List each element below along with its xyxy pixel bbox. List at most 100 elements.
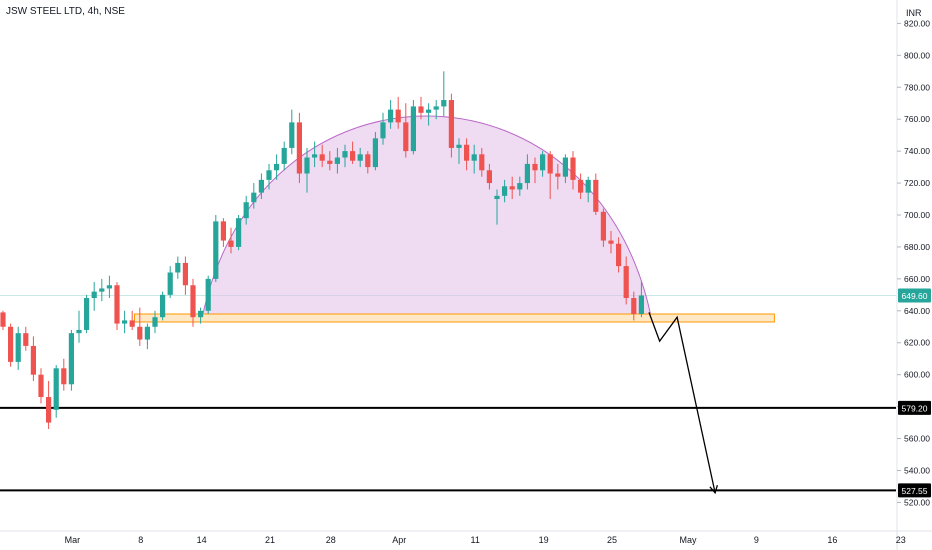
candle: [258, 173, 264, 200]
price-tick-label: 620.00: [904, 338, 930, 348]
currency-label: INR: [906, 8, 922, 18]
level-price-tag-0-bg: [898, 400, 931, 415]
candle: [190, 278, 196, 327]
candle-body: [304, 157, 310, 174]
candle: [388, 100, 394, 129]
candle: [137, 307, 143, 346]
candle-body: [274, 163, 280, 171]
candle-body: [190, 285, 196, 318]
candle-body: [494, 195, 500, 200]
candle: [23, 326, 29, 351]
candle-body: [213, 221, 219, 279]
candle: [8, 323, 14, 367]
price-tick-label: 800.00: [904, 50, 930, 60]
symbol-title: JSW STEEL LTD, 4h, NSE: [6, 6, 125, 17]
price-tick-label: 660.00: [904, 274, 930, 284]
candles: [0, 71, 644, 429]
price-tick-label: 700.00: [904, 210, 930, 220]
candle-body: [570, 157, 576, 180]
price-tick-label: 600.00: [904, 370, 930, 380]
candle-body: [448, 100, 454, 148]
candle-body: [289, 122, 295, 148]
candle: [152, 310, 158, 334]
level-price-tag-1: 527.55: [898, 483, 931, 498]
candle-body: [517, 183, 523, 190]
candle: [509, 176, 515, 200]
candle-body: [441, 100, 447, 107]
candle: [274, 154, 280, 180]
candle-body: [205, 278, 211, 311]
candle: [593, 173, 599, 215]
candle-body: [30, 345, 36, 375]
candle-body: [471, 154, 477, 161]
candle-body: [555, 173, 561, 177]
time-tick-label: 23: [896, 535, 906, 545]
candle: [350, 141, 356, 164]
price-tick-label: 540.00: [904, 465, 930, 475]
candle-body: [456, 144, 462, 148]
candle: [205, 275, 211, 314]
candle: [61, 358, 67, 391]
candle-body: [53, 368, 59, 410]
candle: [410, 100, 416, 155]
candle-body: [251, 192, 257, 203]
candle-body: [122, 320, 128, 324]
candle-body: [258, 179, 264, 193]
time-tick-label: 21: [265, 535, 275, 545]
candle-body: [578, 179, 584, 193]
time-axis: Mar8142128Apr111925May91623Jun7: [65, 535, 906, 545]
candle: [175, 256, 181, 279]
candle: [517, 176, 523, 196]
candle-body: [182, 262, 188, 286]
candle: [616, 237, 622, 273]
time-tick-label: 9: [754, 535, 759, 545]
candle: [631, 291, 637, 321]
candle-body: [319, 154, 325, 161]
candle: [555, 163, 561, 190]
candle: [502, 179, 508, 203]
candle-body: [129, 320, 135, 327]
level-price-tag-1-bg: [898, 483, 931, 498]
candle: [486, 163, 492, 190]
candle-body: [350, 151, 356, 161]
price-tick-label: 760.00: [904, 114, 930, 124]
candle: [562, 154, 568, 184]
time-tick-label: 11: [471, 535, 480, 545]
forecast-arrowhead: [709, 484, 719, 495]
price-tick-label: 680.00: [904, 242, 930, 252]
candle-body: [540, 154, 546, 171]
candle-body: [76, 329, 82, 334]
candle-body: [334, 157, 340, 164]
candle: [532, 157, 538, 184]
time-tick-label: May: [679, 535, 697, 545]
candle: [53, 365, 59, 418]
candle-body: [144, 326, 150, 340]
price-tick-label: 820.00: [904, 18, 930, 28]
time-tick-label: 16: [827, 535, 837, 545]
price-tick-label: 560.00: [904, 434, 930, 444]
candle: [38, 368, 44, 404]
candle-body: [99, 288, 105, 292]
candle-body: [380, 122, 386, 139]
candle: [585, 176, 591, 203]
candle: [160, 291, 166, 321]
candle-body: [84, 298, 90, 330]
candle-body: [167, 272, 173, 295]
candle-body: [160, 294, 166, 318]
candle: [30, 336, 36, 382]
last-price-tag-text: 649.60: [902, 291, 928, 301]
candle: [15, 326, 21, 370]
level-price-tag-0: 579.20: [898, 400, 931, 415]
candle: [540, 151, 546, 177]
candle-body: [281, 147, 287, 164]
candle: [365, 151, 371, 174]
candle: [76, 310, 82, 343]
candle: [418, 96, 424, 120]
candle: [243, 195, 249, 225]
forecast-path: [648, 312, 716, 493]
candle: [182, 256, 188, 295]
candle-body: [327, 160, 333, 164]
candle-body: [114, 285, 120, 324]
